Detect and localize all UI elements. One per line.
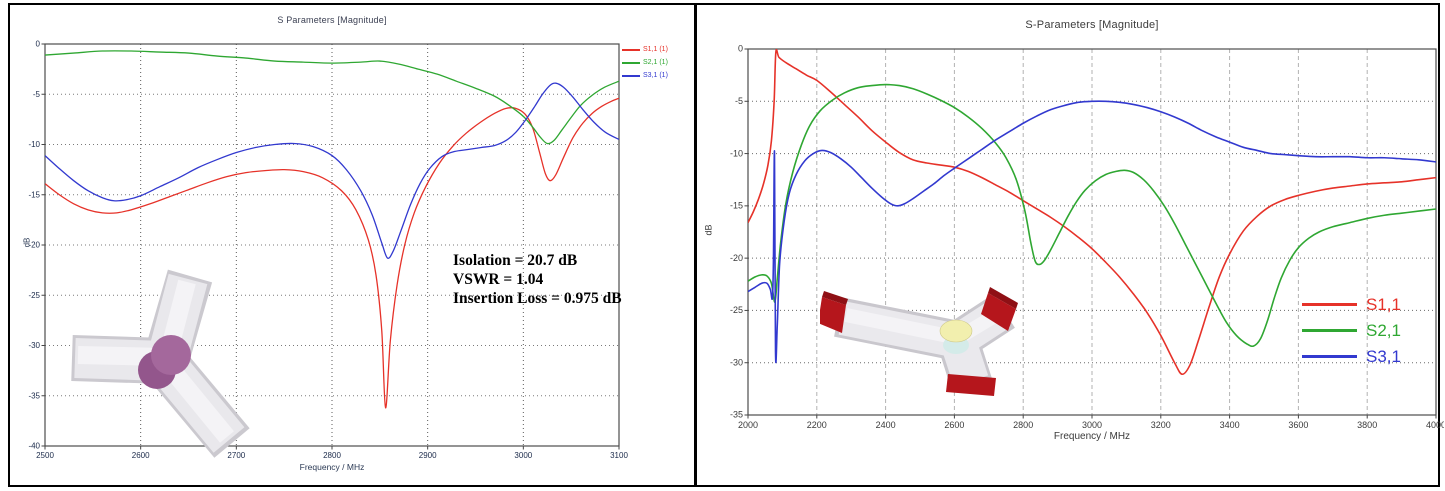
chart-cell-left: S Parameters [Magnitude] 2500 2600 2700 280… — [10, 5, 694, 485]
puck-top — [939, 319, 973, 343]
legend-item: S1,1 (1) — [622, 43, 668, 56]
legend-right: S1,1 S2,1 S3,1 — [1302, 291, 1401, 369]
legend-item: S3,1 (1) — [622, 69, 668, 82]
svg-text:-15: -15 — [28, 190, 40, 199]
svg-text:-40: -40 — [28, 442, 40, 451]
svg-text:3000: 3000 — [514, 451, 532, 460]
legend-label: S3,1 (1) — [643, 72, 668, 79]
y-axis-label-left: dB — [22, 237, 32, 248]
legend-item: S3,1 — [1302, 343, 1401, 369]
y-junction-model-red-ports — [818, 287, 1018, 396]
legend-left: S1,1 (1) S2,1 (1) S3,1 (1) — [622, 43, 668, 82]
legend-line-swatch — [622, 61, 640, 64]
s-parameter-plot-left: 2500 2600 2700 2800 2900 3000 3100 0 -5 -10 -15 -20… — [28, 40, 628, 460]
legend-line-swatch — [1302, 354, 1357, 358]
svg-text:3600: 3600 — [1288, 420, 1308, 430]
legend-item: S2,1 (1) — [622, 56, 668, 69]
svg-text:2200: 2200 — [807, 420, 827, 430]
port-face-topright-top — [988, 287, 1018, 309]
3d-model-inset-right — [818, 269, 1045, 439]
puck-top — [151, 335, 191, 375]
x-axis-label-left: Frequency / MHz — [299, 462, 365, 472]
svg-text:-30: -30 — [28, 341, 40, 350]
port-face-topright — [981, 293, 1016, 331]
svg-text:-20: -20 — [730, 253, 743, 263]
svg-text:3800: 3800 — [1357, 420, 1377, 430]
3d-model-inset-left — [60, 248, 300, 473]
svg-text:-25: -25 — [28, 291, 40, 300]
svg-text:3100: 3100 — [610, 451, 628, 460]
svg-text:2400: 2400 — [876, 420, 896, 430]
annotation-block: Isolation = 20.7 dB VSWR = 1.04 Insertio… — [453, 251, 622, 308]
svg-text:2800: 2800 — [1013, 420, 1033, 430]
legend-line-swatch — [1302, 328, 1357, 332]
port-face-bottom — [946, 374, 996, 396]
legend-line-swatch — [622, 74, 640, 77]
svg-text:-5: -5 — [735, 96, 743, 106]
legend-label: S3,1 — [1366, 346, 1401, 366]
legend-label: S2,1 (1) — [643, 59, 668, 66]
svg-text:4000: 4000 — [1426, 420, 1444, 430]
comparison-table: S Parameters [Magnitude] 2500 2600 2700 280… — [8, 3, 1444, 487]
svg-text:2800: 2800 — [323, 451, 341, 460]
svg-text:-30: -30 — [730, 357, 743, 367]
annotation-line-isolation: Isolation = 20.7 dB — [453, 252, 578, 269]
port-face-left — [818, 297, 846, 333]
legend-line-swatch — [622, 48, 640, 51]
legend-item: S2,1 — [1302, 317, 1401, 343]
svg-text:2700: 2700 — [227, 451, 245, 460]
legend-label: S1,1 — [1366, 294, 1401, 314]
svg-text:3000: 3000 — [1082, 420, 1102, 430]
svg-text:-25: -25 — [730, 305, 743, 315]
legend-line-swatch — [1302, 302, 1357, 306]
svg-text:0: 0 — [36, 40, 41, 49]
svg-text:2500: 2500 — [36, 451, 54, 460]
s-parameter-plot-right: 2000 2200 2400 2600 2800 3000 3200 3400 3600 3800… — [730, 44, 1444, 430]
svg-text:3400: 3400 — [1220, 420, 1240, 430]
svg-text:2900: 2900 — [419, 451, 437, 460]
svg-text:0: 0 — [738, 44, 743, 54]
chart-cell-right: S-Parameters [Magnitude] 2000 2200 2400 260… — [694, 5, 1444, 485]
svg-text:-5: -5 — [33, 90, 41, 99]
svg-text:3200: 3200 — [1151, 420, 1171, 430]
annotation-line-vswr: VSWR = 1.04 — [453, 271, 544, 288]
chart-title-right: S-Parameters [Magnitude] — [1025, 19, 1159, 31]
svg-text:-20: -20 — [28, 241, 40, 250]
y-junction-model-purple — [71, 269, 250, 458]
svg-text:-10: -10 — [730, 148, 743, 158]
svg-text:-10: -10 — [28, 140, 40, 149]
legend-label: S2,1 — [1366, 320, 1401, 340]
chart-title-left: S Parameters [Magnitude] — [277, 15, 387, 25]
svg-text:-15: -15 — [730, 201, 743, 211]
annotation-line-insertion-loss: Insertion Loss = 0.975 dB — [453, 290, 622, 307]
x-axis-label-right: Frequency / MHz — [1053, 431, 1131, 442]
svg-text:2600: 2600 — [132, 451, 150, 460]
port-face-left-top — [822, 291, 848, 305]
legend-label: S1,1 (1) — [643, 46, 668, 53]
svg-text:-35: -35 — [730, 410, 743, 420]
svg-text:2600: 2600 — [944, 420, 964, 430]
svg-text:2000: 2000 — [738, 420, 758, 430]
legend-item: S1,1 — [1302, 291, 1401, 317]
svg-text:-35: -35 — [28, 391, 40, 400]
y-axis-label-right: dB — [703, 224, 714, 236]
